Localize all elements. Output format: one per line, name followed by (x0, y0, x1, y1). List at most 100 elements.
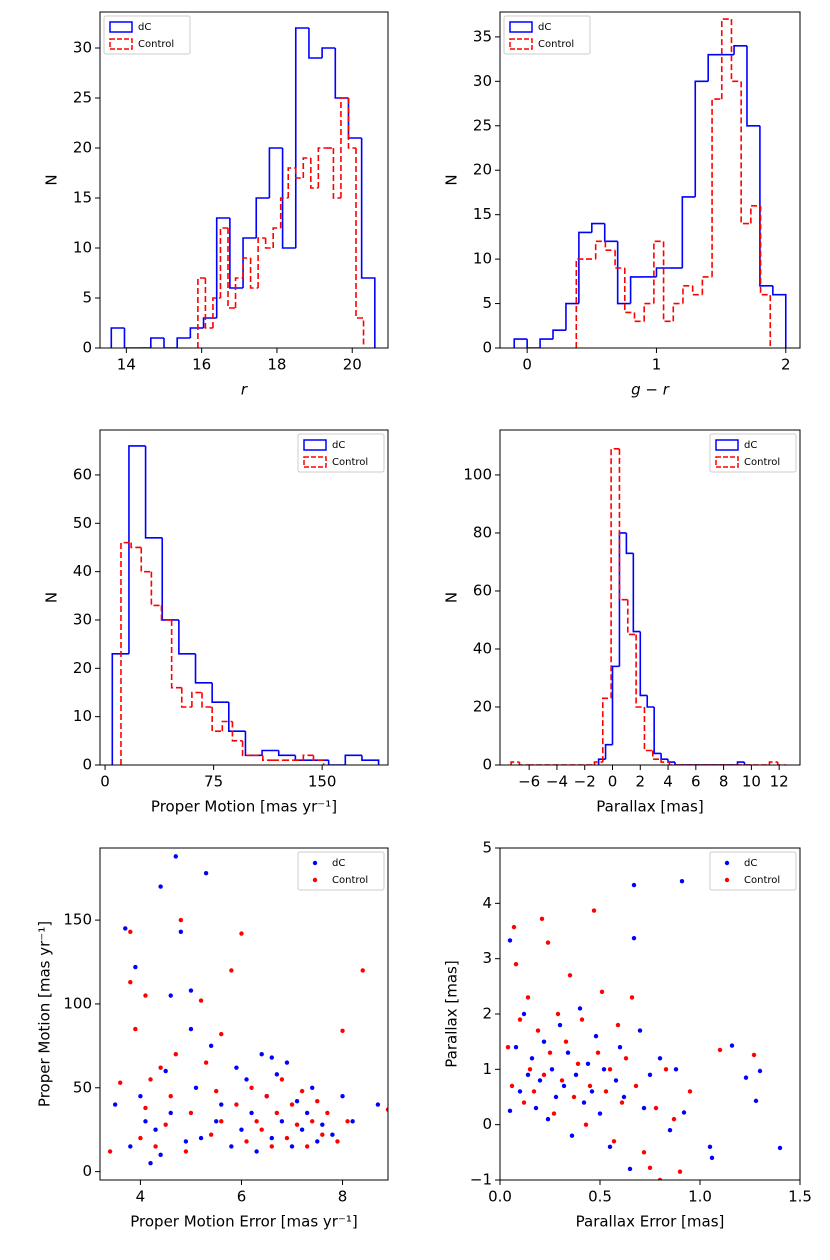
point (320, 1122, 325, 1127)
hist-step (593, 761, 603, 765)
point (214, 1088, 219, 1094)
hist-step (294, 27, 309, 248)
plot-area (111, 445, 380, 765)
point (345, 1119, 350, 1124)
point (777, 1145, 783, 1151)
hist-step (344, 754, 362, 765)
point (679, 879, 685, 884)
point (663, 1067, 669, 1072)
point (168, 1110, 173, 1116)
point (289, 1144, 295, 1149)
point (254, 1149, 259, 1154)
hist-step (510, 761, 520, 765)
point (138, 1135, 143, 1141)
y-tick-label: 0 (482, 339, 492, 357)
y-tick-label: 100 (463, 465, 492, 483)
y-tick-label: 50 (73, 1078, 92, 1096)
point (229, 968, 234, 973)
hist-step (639, 631, 648, 697)
hist-step (281, 148, 296, 249)
point (259, 1127, 264, 1132)
point (547, 1050, 553, 1055)
y-tick-label: 4 (482, 894, 492, 912)
x-tick-label: 0.0 (488, 1188, 512, 1206)
hist-step (257, 237, 266, 288)
x-tick-label: 0 (100, 773, 110, 791)
point (531, 1089, 537, 1094)
hist-step (219, 227, 228, 298)
point (707, 1144, 713, 1150)
hist-step (176, 337, 191, 348)
hist-step (625, 532, 634, 555)
x-tick-label: 14 (117, 356, 136, 374)
hist-step (180, 687, 192, 708)
hist-step (711, 98, 722, 277)
point (107, 1149, 113, 1154)
hist-step (736, 761, 745, 765)
hist-step (653, 706, 662, 755)
point (340, 1028, 345, 1033)
hist-step (601, 697, 612, 763)
hist-step (743, 762, 752, 765)
x-tick-label: 18 (267, 356, 286, 374)
point (320, 1132, 325, 1137)
x-tick-label: 0 (608, 773, 618, 791)
point (607, 1144, 613, 1150)
hist-step (255, 197, 270, 238)
y-tick-label: 1 (482, 1060, 492, 1078)
point (239, 1127, 244, 1132)
hist-step (120, 541, 132, 765)
point (158, 1065, 163, 1070)
legend-label: dC (538, 22, 551, 33)
y-tick-label: 20 (73, 139, 92, 157)
point (539, 916, 545, 922)
point (310, 1085, 315, 1090)
legend-label: dC (332, 440, 345, 451)
hist-step (231, 721, 243, 742)
point (178, 917, 184, 923)
y-tick-label: 20 (473, 161, 492, 179)
point (677, 1169, 683, 1174)
point (284, 1060, 290, 1065)
hist-step (526, 339, 541, 348)
point (279, 1077, 285, 1082)
point (569, 1133, 575, 1138)
x-tick-label: 1 (652, 356, 662, 374)
hist-step (633, 312, 645, 323)
hist-step (681, 196, 696, 268)
hist-step (575, 258, 586, 348)
point (279, 1119, 285, 1124)
axes-frame (99, 11, 389, 349)
y-tick-label: 5 (82, 289, 92, 307)
point (254, 1119, 259, 1124)
hist-step (197, 277, 206, 348)
x-tick-label: 0.5 (588, 1188, 612, 1206)
x-axis-label: Proper Motion [mas yr⁻¹] (151, 798, 337, 816)
point (219, 1119, 224, 1124)
legend-swatch (509, 38, 533, 50)
point (505, 1045, 511, 1050)
plot-area (510, 448, 787, 765)
hist-step (701, 276, 713, 295)
hist-step (242, 237, 257, 288)
point (340, 1093, 345, 1099)
point (709, 1155, 715, 1161)
point (601, 1067, 607, 1072)
point (753, 1098, 759, 1104)
point (269, 1055, 274, 1060)
x-axis-label: r (241, 381, 248, 399)
point (521, 1011, 527, 1017)
hist-step (111, 653, 129, 765)
point (623, 1056, 629, 1061)
hist-step (632, 553, 641, 633)
point (315, 1098, 320, 1104)
point (633, 1083, 639, 1089)
point (289, 1102, 295, 1107)
point (330, 1132, 335, 1137)
point (671, 1116, 677, 1122)
point (559, 1078, 565, 1083)
hist-step (215, 217, 230, 318)
point (219, 1102, 224, 1107)
hist-step (603, 223, 618, 243)
y-tick-label: 15 (73, 189, 92, 207)
